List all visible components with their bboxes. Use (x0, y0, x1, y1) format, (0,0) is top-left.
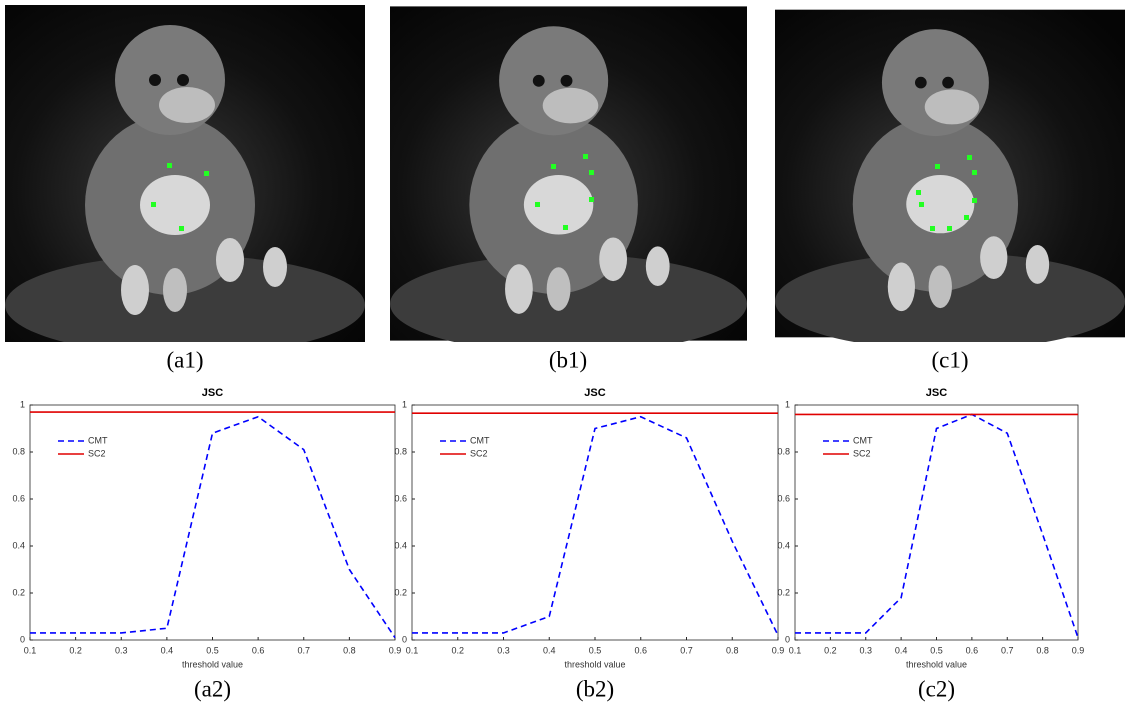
x-tick-label: 0.3 (859, 645, 872, 655)
y-tick-label: 0.8 (394, 446, 407, 456)
x-tick-label: 0.6 (966, 645, 979, 655)
legend-label: SC2 (88, 448, 106, 458)
y-tick-label: 0.2 (12, 587, 25, 597)
legend-label: CMT (88, 435, 108, 445)
y-tick-label: 1 (785, 399, 790, 409)
plot-area (411, 404, 779, 641)
y-tick-label: 0.8 (12, 446, 25, 456)
x-tick-label: 0.4 (895, 645, 908, 655)
x-tick-label: 0.7 (1001, 645, 1014, 655)
plot-area (29, 404, 396, 641)
x-tick-label: 0.8 (726, 645, 739, 655)
x-tick-label: 0.1 (406, 645, 419, 655)
x-tick-label: 0.1 (789, 645, 802, 655)
y-tick-label: 0.4 (394, 540, 407, 550)
x-tick-label: 0.5 (206, 645, 219, 655)
y-tick-label: 0.6 (394, 493, 407, 503)
x-tick-label: 0.4 (161, 645, 174, 655)
caption: (c2) (918, 676, 955, 701)
x-tick-label: 0.6 (252, 645, 265, 655)
x-tick-label: 0.3 (497, 645, 510, 655)
y-tick-label: 0.4 (12, 540, 25, 550)
y-tick-label: 1 (20, 399, 25, 409)
x-tick-label: 0.7 (297, 645, 310, 655)
caption: (a2) (194, 676, 231, 701)
x-tick-label: 0.8 (343, 645, 356, 655)
x-tick-label: 0.4 (543, 645, 556, 655)
caption: (c1) (931, 347, 968, 372)
legend-label: CMT (853, 435, 873, 445)
x-tick-label: 0.2 (69, 645, 82, 655)
y-tick-label: 0.8 (777, 446, 790, 456)
y-tick-label: 0 (402, 634, 407, 644)
data-line (30, 415, 396, 639)
x-tick-label: 0.9 (1072, 645, 1085, 655)
y-tick-label: 0.6 (12, 493, 25, 503)
x-tick-label: 0.1 (24, 645, 37, 655)
data-line (412, 415, 779, 636)
x-tick-label: 0.5 (930, 645, 943, 655)
y-tick-label: 0.2 (394, 587, 407, 597)
x-tick-label: 0.7 (680, 645, 693, 655)
caption: (b1) (549, 347, 587, 372)
x-tick-label: 0.2 (451, 645, 464, 655)
x-tick-label: 0.8 (1036, 645, 1049, 655)
caption: (b2) (576, 676, 614, 701)
keypoints (151, 154, 977, 231)
y-tick-label: 1 (402, 399, 407, 409)
x-tick-label: 0.3 (115, 645, 128, 655)
y-tick-label: 0.6 (777, 493, 790, 503)
chart-title: JSC (926, 387, 947, 399)
x-tick-label: 0.5 (589, 645, 602, 655)
x-tick-label: 0.9 (389, 645, 402, 655)
y-tick-label: 0 (785, 634, 790, 644)
y-tick-label: 0.4 (777, 540, 790, 550)
x-tick-label: 0.2 (824, 645, 837, 655)
legend-label: SC2 (470, 448, 488, 458)
legend-label: SC2 (853, 448, 871, 458)
image (5, 5, 365, 342)
x-axis-label: threshold value (564, 659, 625, 669)
image (390, 6, 747, 342)
image (775, 9, 1125, 342)
y-tick-label: 0.2 (777, 587, 790, 597)
x-tick-label: 0.6 (634, 645, 647, 655)
legend-label: CMT (470, 435, 490, 445)
x-axis-label: threshold value (182, 659, 243, 669)
caption: (a1) (166, 347, 203, 372)
y-tick-label: 0 (20, 634, 25, 644)
chart-title: JSC (202, 387, 223, 399)
data-line (795, 413, 1079, 638)
chart-title: JSC (584, 387, 605, 399)
x-axis-label: threshold value (906, 659, 967, 669)
x-tick-label: 0.9 (772, 645, 785, 655)
plot-area (794, 404, 1079, 641)
